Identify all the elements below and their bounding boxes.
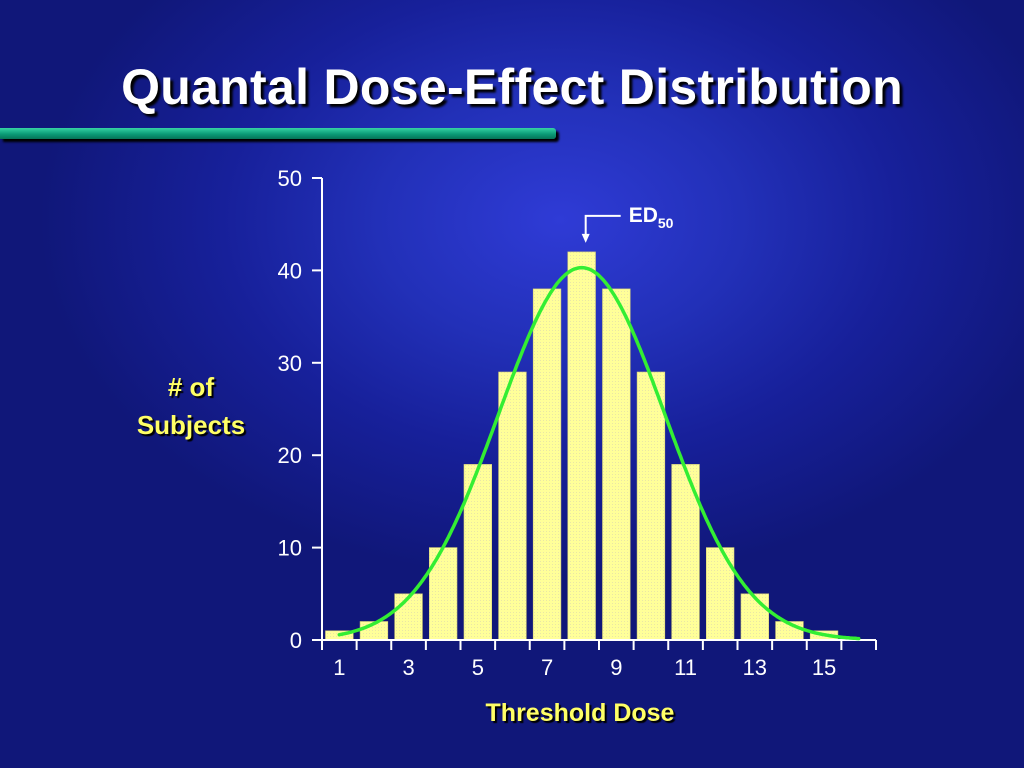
x-tick-label-15: 15 bbox=[812, 655, 836, 680]
y-axis-label-line-1: # of bbox=[167, 372, 215, 402]
x-tick-label-5: 5 bbox=[472, 655, 484, 680]
bar-dose-3 bbox=[394, 593, 423, 641]
bar-dose-6 bbox=[498, 371, 527, 641]
x-tick-label-3: 3 bbox=[402, 655, 414, 680]
slide-title: Quantal Dose-Effect Distribution bbox=[121, 59, 903, 115]
bar-dose-7 bbox=[532, 288, 562, 641]
x-tick-label-9: 9 bbox=[610, 655, 622, 680]
x-axis-label: Threshold Dose bbox=[485, 699, 675, 727]
y-axis-label-line-2: Subjects bbox=[136, 410, 246, 440]
x-tick-label-1: 1 bbox=[333, 655, 345, 680]
y-tick-label-50: 50 bbox=[278, 166, 302, 191]
y-axis-label: # of Subjects bbox=[118, 368, 264, 444]
bar-dose-5 bbox=[463, 464, 493, 641]
bar-dose-4 bbox=[428, 547, 458, 641]
y-tick-label-20: 20 bbox=[278, 443, 302, 468]
ed50-arrowhead bbox=[581, 233, 590, 243]
bar-dose-10 bbox=[636, 371, 666, 641]
ed50-pointer-line bbox=[584, 214, 621, 236]
bar-dose-13 bbox=[740, 593, 770, 641]
normal-distribution-curve bbox=[337, 265, 861, 641]
x-tick-label-11: 11 bbox=[674, 655, 697, 680]
bar-dose-8 bbox=[567, 251, 596, 641]
y-tick-label-0: 0 bbox=[290, 628, 302, 653]
x-tick-label-7: 7 bbox=[541, 655, 553, 680]
y-tick-label-30: 30 bbox=[278, 351, 302, 376]
bar-dose-9 bbox=[602, 288, 631, 641]
title-underline-rule bbox=[0, 128, 556, 139]
y-tick-label-40: 40 bbox=[278, 258, 302, 283]
y-tick-label-10: 10 bbox=[278, 536, 302, 561]
ed50-annotation: ED50 bbox=[629, 204, 674, 231]
x-tick-label-13: 13 bbox=[743, 655, 767, 680]
